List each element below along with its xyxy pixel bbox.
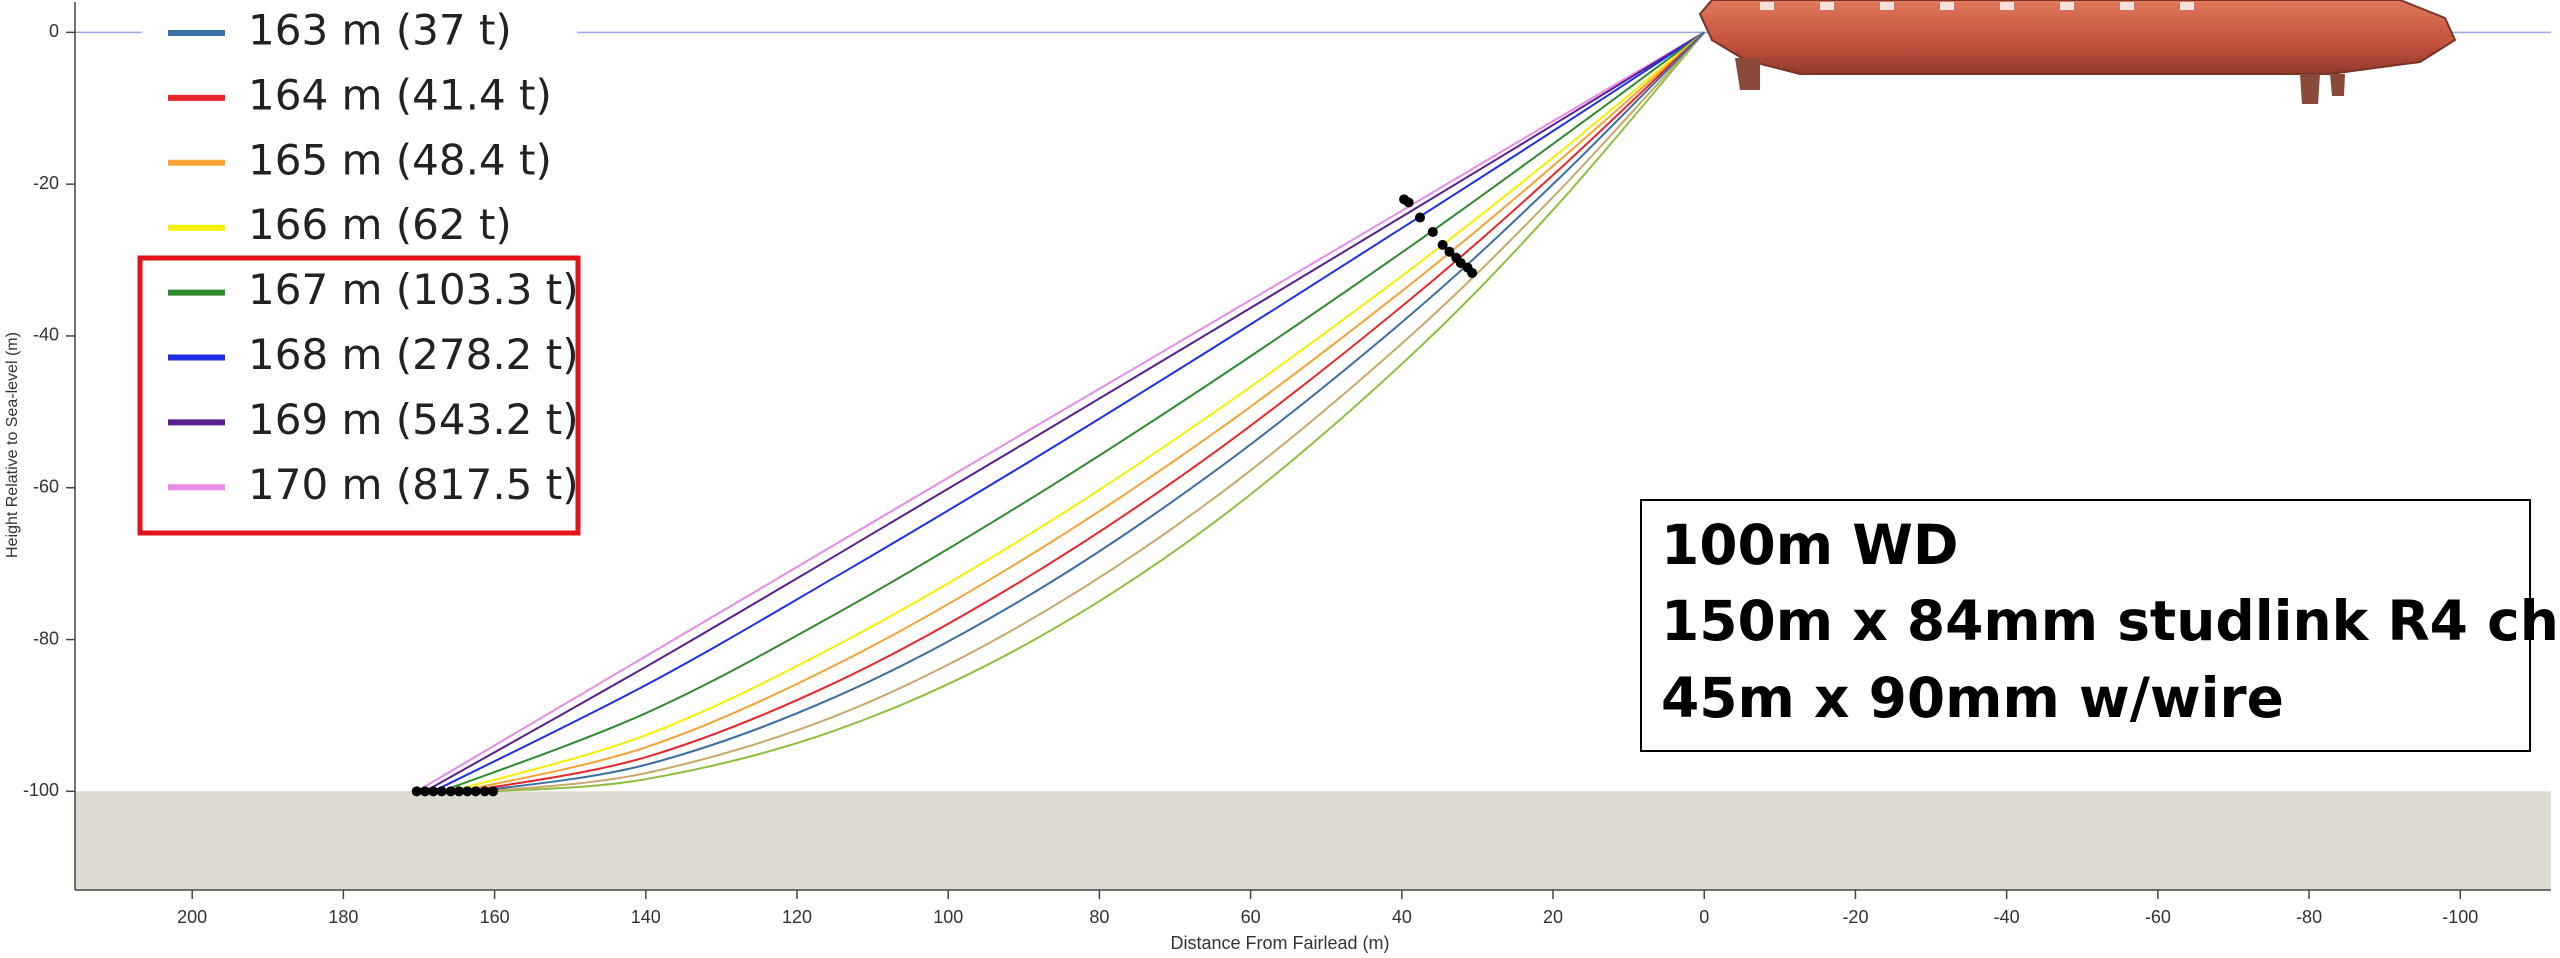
x-tick-label: 40 — [1392, 907, 1412, 927]
x-tick-label: 140 — [631, 907, 661, 927]
anchor-point — [420, 786, 431, 797]
mooring-line — [493, 31, 1706, 793]
x-tick-label: 20 — [1543, 907, 1563, 927]
y-tick-label: 0 — [49, 21, 59, 41]
y-tick-label: -40 — [33, 325, 59, 345]
junction-point — [1444, 246, 1455, 257]
y-tick-label: -100 — [23, 780, 59, 800]
mooring-line — [432, 31, 1705, 793]
x-tick-label: -80 — [2296, 907, 2322, 927]
x-tick-label: 200 — [177, 907, 207, 927]
mooring-line — [458, 31, 1705, 793]
mooring-line — [424, 31, 1705, 793]
y-tick-label: -80 — [33, 628, 59, 648]
mooring-line — [416, 31, 1705, 793]
x-tick-label: 180 — [328, 907, 358, 927]
legend: 163 m (37 t) 164 m (41.4 t) 165 m (48.4 t)… — [137, 0, 581, 540]
legend-label: 169 m (543.2 t) — [248, 395, 579, 444]
anchor-point — [454, 786, 465, 797]
y-tick-label: -60 — [33, 476, 59, 496]
legend-label: 168 m (278.2 t) — [248, 330, 579, 379]
annotation-line: 45m x 90mm w/wire — [1661, 666, 2284, 730]
legend-label: 164 m (41.4 t) — [248, 70, 552, 119]
y-axis-label: Height Relative to Sea-level (m) — [4, 332, 21, 558]
legend-label: 167 m (103.3 t) — [248, 265, 579, 314]
anchor-point — [479, 786, 490, 797]
x-axis-label: Distance From Fairlead (m) — [1170, 933, 1389, 953]
anchor-point — [488, 786, 499, 797]
x-tick-label: -100 — [2442, 907, 2478, 927]
legend-label: 163 m (37 t) — [248, 6, 512, 55]
x-tick-label: 0 — [1699, 907, 1709, 927]
anchor-point — [428, 786, 439, 797]
seabed — [75, 791, 2551, 890]
mooring-line — [475, 31, 1705, 793]
x-tick-label: 120 — [782, 907, 812, 927]
legend-label: 170 m (817.5 t) — [248, 460, 579, 509]
junction-point — [1437, 239, 1448, 250]
junction-point — [1403, 197, 1414, 208]
legend-label: 166 m (62 t) — [248, 200, 512, 249]
mooring-line — [467, 31, 1705, 793]
mooring-line — [441, 31, 1705, 793]
anchor-point — [411, 786, 422, 797]
x-tick-label: 60 — [1241, 907, 1261, 927]
plot-area: 200 180 160 140 120 100 80 60 40 20 0 -20 -40 -60 -80-… — [23, 2, 2551, 927]
x-tick-label: 160 — [480, 907, 510, 927]
anchor-point — [462, 786, 473, 797]
mooring-line — [450, 31, 1705, 793]
highlight-box — [137, 255, 581, 536]
vessel — [1698, 0, 2457, 104]
junction-point — [1427, 226, 1438, 237]
annotation-box: 100m WD 150m x 84mm studlink R4 chain 45… — [1640, 499, 2560, 752]
x-tick-label: -20 — [1842, 907, 1868, 927]
annotation-line: 100m WD — [1661, 513, 1959, 577]
mooring-line — [484, 31, 1705, 793]
junction-point — [1414, 212, 1425, 223]
anchor-point — [470, 786, 481, 797]
x-tick-label: 80 — [1089, 907, 1109, 927]
legend-label: 165 m (48.4 t) — [248, 135, 552, 184]
annotation-line: 150m x 84mm studlink R4 chain — [1661, 589, 2560, 653]
anchor-point — [436, 786, 447, 797]
legend-background — [142, 0, 577, 540]
x-tick-label: 100 — [933, 907, 963, 927]
x-tick-label: -60 — [2145, 907, 2171, 927]
annotation-frame — [1640, 499, 2531, 752]
y-tick-label: -20 — [33, 173, 59, 193]
junction-point — [1467, 267, 1478, 278]
x-tick-label: -40 — [1994, 907, 2020, 927]
anchor-point — [445, 786, 456, 797]
